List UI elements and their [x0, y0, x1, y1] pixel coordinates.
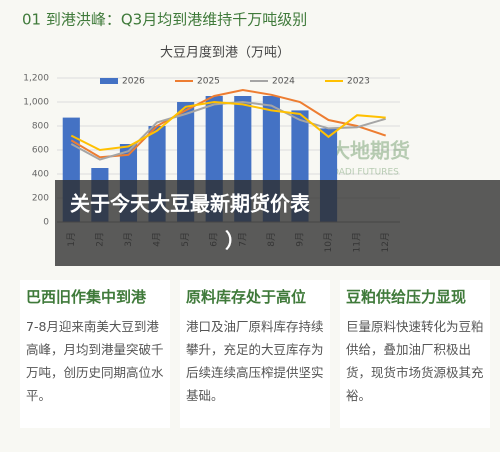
legend-label: 2025 [197, 77, 220, 87]
card: 原料库存处于高位港口及油厂原料库存持续攀升，充足的大豆库存为后续连续高压榨提供坚… [180, 280, 330, 428]
y-tick-label: 800 [32, 122, 49, 132]
card-title: 巴西旧作集中到港 [26, 288, 147, 306]
card: 豆粕供给压力显现巨量原料快速转化为豆粕供给，叠加油厂积极出货，现货市场货源极其充… [340, 280, 490, 428]
overlay-text: 关于今天大豆最新期货价表 [70, 192, 311, 216]
overlay [55, 180, 500, 266]
y-tick-label: 600 [32, 146, 49, 156]
legend-label: 2026 [122, 77, 145, 87]
watermark: DADI FUTURES [332, 168, 399, 178]
watermark: 大地期货 [330, 139, 410, 163]
card-title: 原料库存处于高位 [186, 288, 307, 306]
card-text: 7-8月迎来南美大豆到港高峰，月均到港量突破千万吨，创历史同期高位水平。 [26, 319, 164, 403]
legend-swatch [100, 78, 118, 84]
legend-label: 2023 [347, 77, 370, 87]
legend-label: 2024 [272, 77, 295, 87]
y-tick-label: 1,000 [23, 98, 49, 108]
card-text: 港口及油厂原料库存持续攀升，充足的大豆库存为后续连续高压榨提供坚实基础。 [186, 319, 324, 403]
y-tick-label: 0 [43, 218, 49, 228]
y-tick-label: 200 [32, 194, 49, 204]
chart-title: 大豆月度到港（万吨） [160, 45, 290, 61]
line [70, 88, 387, 159]
page-title: 01 到港洪峰：Q3月均到港维持千万吨级别 [22, 11, 307, 29]
y-tick-label: 400 [32, 170, 49, 180]
card: 巴西旧作集中到港 7-8月迎来南美大豆到港高峰，月均到港量突破千万吨，创历史同期高… [20, 280, 170, 428]
chart: 01 到港洪峰：Q3月均到港维持千万吨级别 大豆月度到港（万吨） 0 200 400… [22, 11, 500, 266]
card-title: 豆粕供给压力显现 [346, 288, 467, 306]
line [70, 100, 386, 152]
y-tick-label: 1,200 [23, 74, 49, 84]
overlay-text: ） [225, 229, 245, 253]
card-text: 巨量原料快速转化为豆粕供给，叠加油厂积极出货，现货市场货源极其充裕。 [346, 319, 484, 403]
